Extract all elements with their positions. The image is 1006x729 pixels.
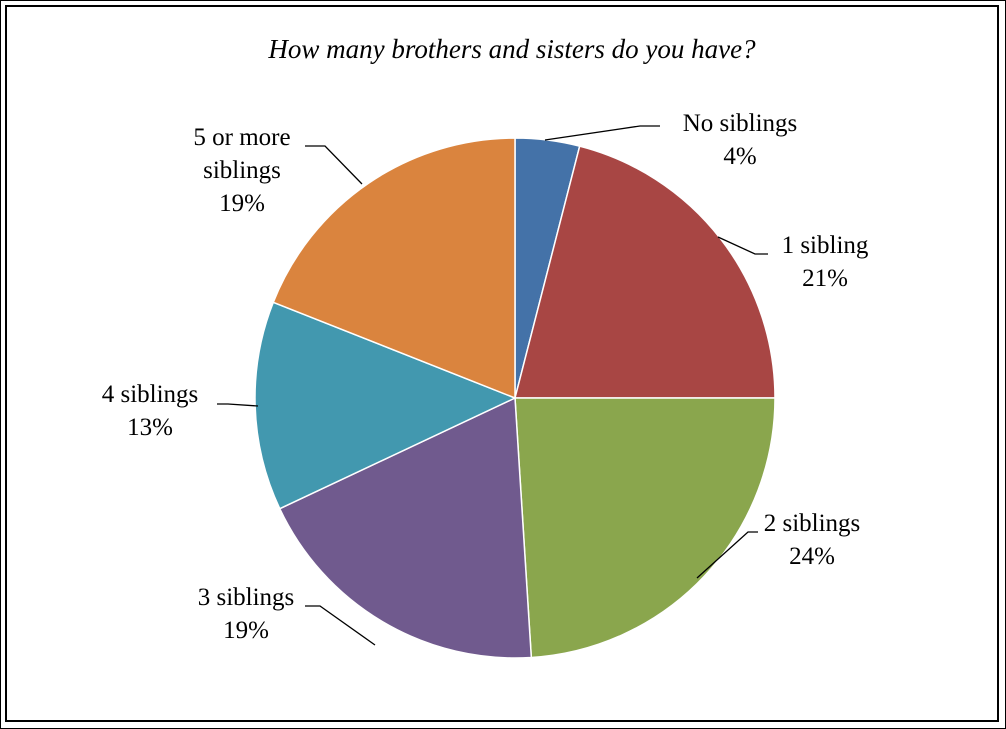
slice-percent-0: 4%: [723, 143, 756, 170]
leader-line-5: [305, 145, 363, 185]
pie-slice-2: [514, 397, 776, 659]
slice-labels: No siblings 4% 1 sibling 21% 2 siblings 24% 3 …: [102, 110, 869, 644]
slice-percent-2: 24%: [789, 543, 835, 570]
slice-label-5: 5 or more: [193, 124, 290, 151]
pie-slices: [254, 137, 776, 659]
slice-label-2: 2 siblings: [764, 510, 861, 537]
leader-line-3: [305, 605, 376, 646]
leader-line-0: [544, 125, 660, 141]
slice-percent-4: 13%: [127, 414, 173, 441]
slice-label-3: 3 siblings: [198, 584, 295, 611]
chart-inner-border: [5, 5, 999, 722]
chart-title: How many brothers and sisters do you hav…: [267, 34, 756, 64]
slice-label-5: siblings: [203, 157, 281, 184]
pie-slice-3: [278, 396, 533, 659]
slice-percent-5: 19%: [219, 190, 265, 217]
slice-percent-3: 19%: [223, 617, 269, 644]
pie-slice-5: [272, 137, 516, 400]
leader-line-2: [696, 531, 758, 579]
leader-lines: [217, 125, 768, 646]
slice-label-1: 1 sibling: [782, 232, 869, 259]
slice-percent-1: 21%: [802, 265, 848, 292]
slice-label-4: 4 siblings: [102, 381, 199, 408]
leader-line-1: [717, 236, 768, 255]
leader-line-4: [217, 403, 259, 407]
slice-label-0: No siblings: [683, 110, 798, 137]
